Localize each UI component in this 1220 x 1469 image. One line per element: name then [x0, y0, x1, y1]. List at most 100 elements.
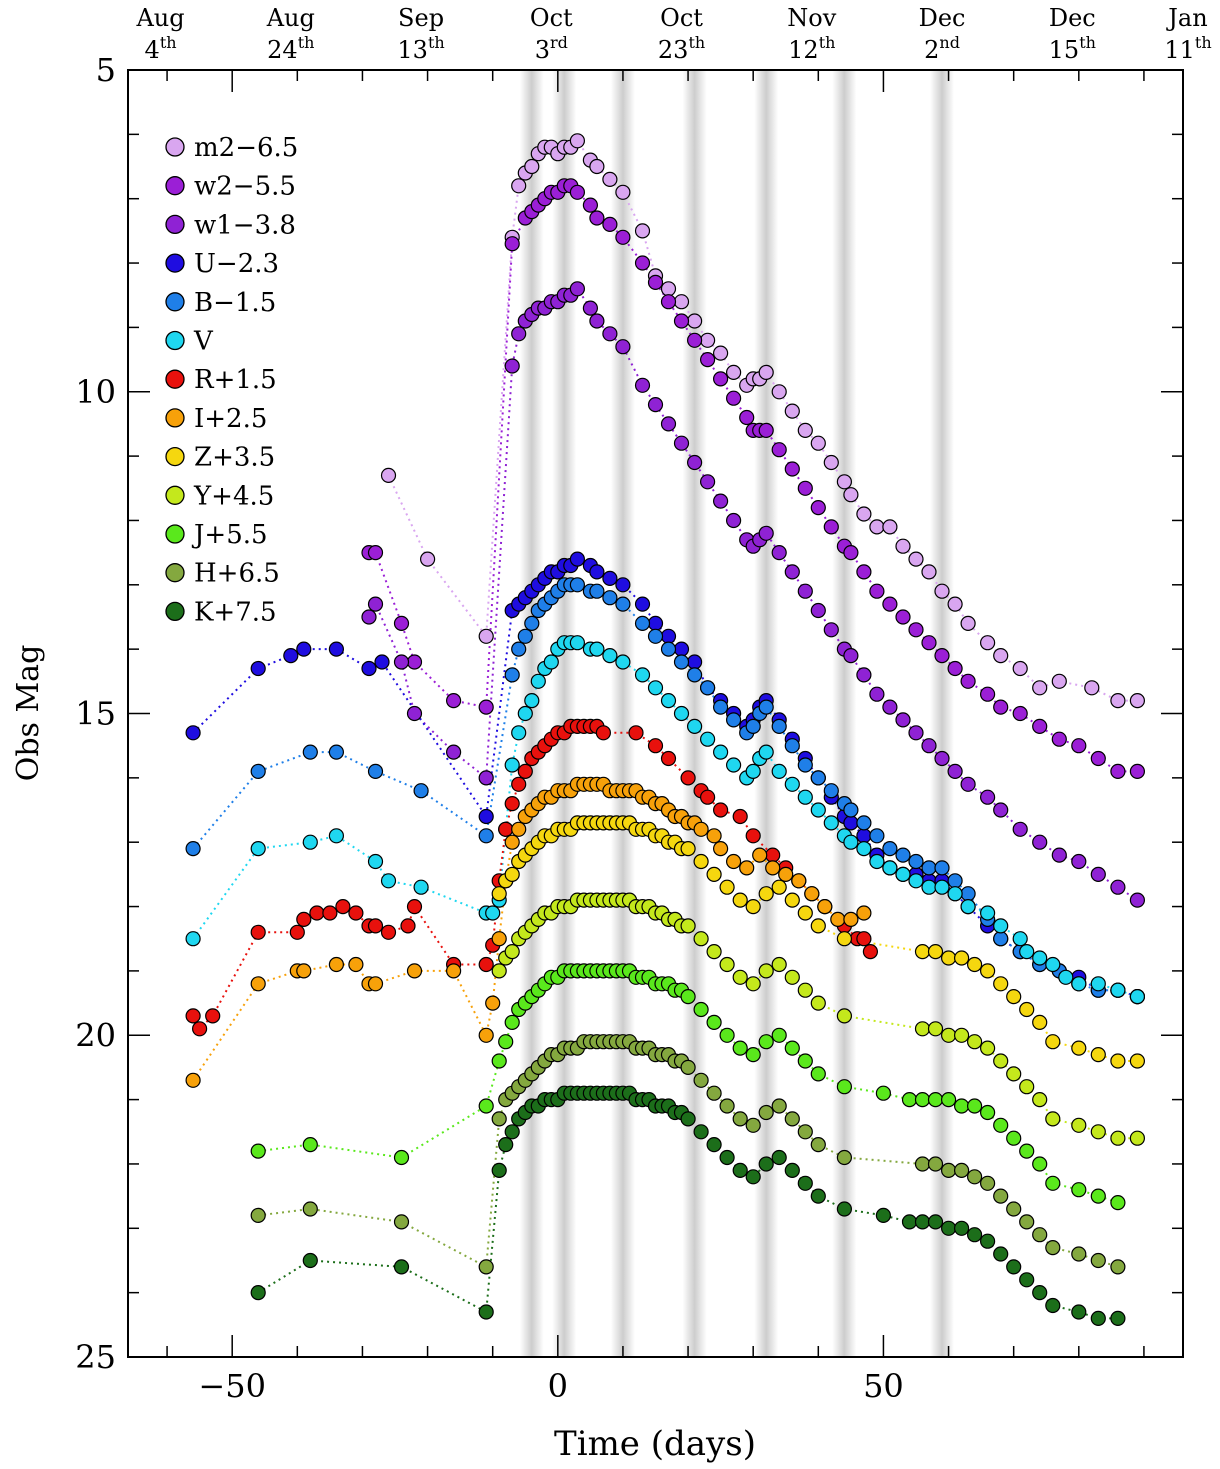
data-point [1071, 1117, 1087, 1133]
data-point [504, 757, 520, 773]
y-tick-label: 25 [75, 1338, 116, 1376]
data-point [1071, 1304, 1087, 1320]
data-point [491, 1162, 507, 1179]
data-point [374, 654, 390, 670]
data-point [413, 879, 429, 895]
data-point [1110, 1259, 1126, 1275]
data-point [406, 898, 423, 915]
data-point [719, 956, 735, 973]
data-point [771, 1098, 787, 1114]
data-point [693, 1001, 709, 1018]
data-point [582, 197, 599, 213]
data-point [960, 898, 976, 915]
data-point [966, 1227, 983, 1243]
data-point [784, 738, 800, 754]
data-point [993, 931, 1009, 947]
data-point [328, 956, 344, 973]
top-label-day-suffix: th [1195, 33, 1212, 52]
legend-marker [165, 137, 185, 157]
data-point [250, 840, 266, 857]
data-point [940, 1220, 957, 1236]
data-point [797, 583, 813, 599]
data-point [979, 1175, 996, 1191]
data-point [758, 1104, 774, 1121]
data-point [673, 313, 690, 329]
top-label-day-suffix: th [428, 33, 445, 52]
data-point [1071, 1182, 1087, 1198]
data-point [993, 1246, 1009, 1262]
data-point [615, 184, 631, 200]
data-point [1006, 988, 1022, 1005]
data-point [1110, 1053, 1126, 1069]
data-point [953, 950, 970, 966]
data-point [511, 821, 527, 837]
data-point [927, 943, 944, 960]
data-point [993, 1117, 1009, 1133]
top-label-day-suffix: th [688, 33, 705, 52]
data-point [921, 564, 937, 580]
top-label-month: Dec [919, 4, 966, 32]
data-point [569, 133, 586, 149]
data-point [862, 943, 879, 960]
legend-marker [165, 524, 185, 544]
data-point [367, 763, 384, 780]
data-point [856, 564, 872, 580]
data-point [647, 628, 664, 644]
data-point [979, 686, 996, 702]
top-label-day-suffix: th [298, 33, 315, 52]
data-point [589, 313, 605, 329]
data-point [771, 879, 787, 895]
y-tick-label: 5 [96, 51, 116, 89]
data-point [296, 963, 312, 979]
data-point [882, 699, 898, 715]
data-point [732, 892, 748, 908]
data-point [250, 1284, 266, 1301]
shaded-band [552, 70, 577, 1357]
shaded-band [930, 70, 955, 1357]
data-point [185, 1008, 201, 1024]
data-point [1110, 1194, 1126, 1211]
data-point [712, 493, 729, 509]
data-point [745, 1117, 761, 1133]
legend-label: Z+3.5 [194, 443, 275, 473]
data-point [934, 879, 950, 895]
data-point [361, 660, 377, 677]
data-point [1032, 1227, 1048, 1243]
data-point [615, 339, 631, 355]
data-point [1012, 660, 1028, 677]
data-point [328, 828, 344, 844]
data-point [810, 500, 826, 516]
data-point [335, 898, 351, 915]
data-point [823, 519, 839, 535]
data-point [901, 1091, 918, 1108]
data-point [699, 731, 716, 747]
data-point [856, 840, 872, 857]
data-point [693, 1072, 709, 1088]
data-point [706, 866, 722, 883]
data-point [1012, 705, 1028, 722]
data-point [1032, 680, 1048, 696]
data-point [810, 602, 826, 619]
data-point [712, 744, 729, 760]
top-label-day: 3rd [535, 33, 568, 64]
data-point [595, 725, 612, 741]
data-point [725, 712, 742, 728]
data-point [745, 718, 761, 735]
data-point [901, 1214, 918, 1230]
data-point [758, 422, 774, 438]
data-point [1051, 847, 1067, 863]
data-point [491, 1111, 507, 1127]
legend-label: V [193, 327, 214, 357]
data-point [680, 988, 696, 1005]
data-point [380, 924, 397, 940]
data-point [569, 551, 586, 567]
data-point [1012, 931, 1028, 947]
data-point [413, 783, 429, 799]
data-point [602, 570, 618, 587]
data-point [400, 918, 416, 934]
data-point [367, 596, 384, 612]
data-point [778, 866, 794, 883]
data-point [393, 1259, 410, 1275]
data-point [504, 1014, 520, 1031]
